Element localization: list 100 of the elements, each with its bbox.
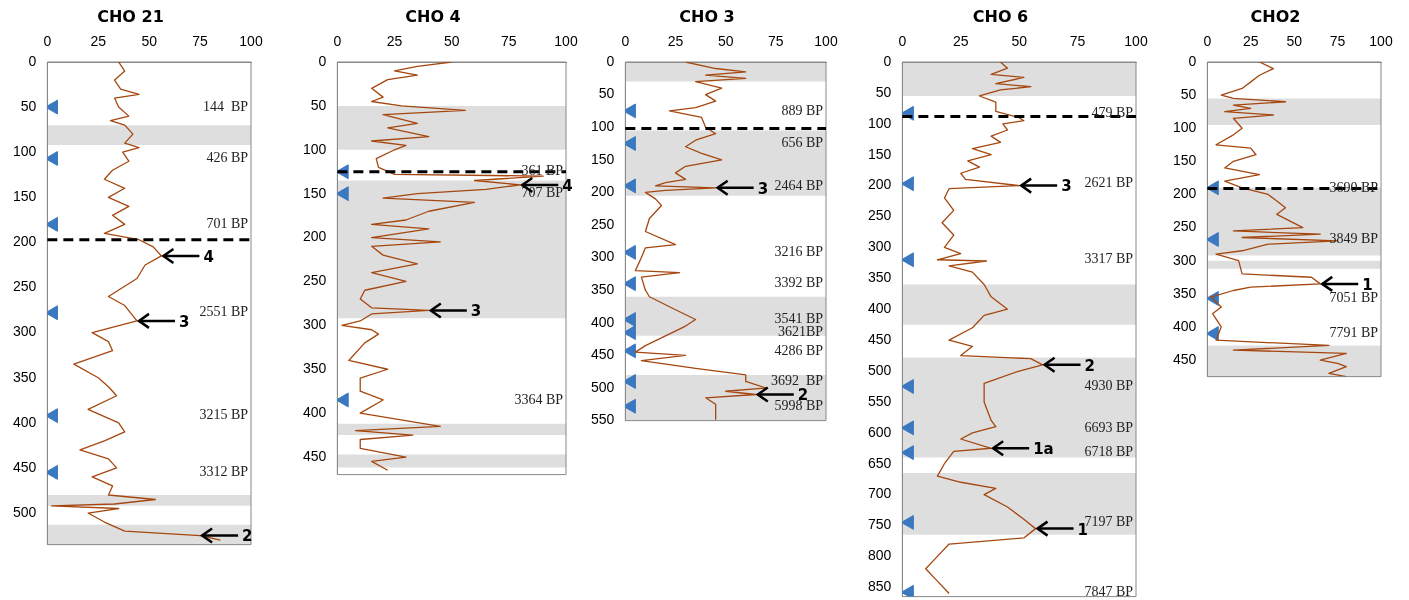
- annotation: 426 BP: [206, 150, 249, 166]
- y-tick-label: 550: [868, 392, 892, 409]
- x-tick-label: 50: [443, 33, 460, 50]
- annotation: 4930 BP: [1084, 378, 1134, 394]
- y-tick-label: 200: [868, 176, 892, 193]
- y-tick-label: 350: [591, 281, 615, 298]
- y-tick-label: 400: [591, 313, 615, 330]
- y-tick-label: 400: [868, 300, 892, 317]
- annotation: 3: [1061, 177, 1072, 196]
- x-tick-label: 50: [1286, 33, 1303, 50]
- chart-title: CHO 21: [97, 6, 164, 26]
- y-tick-label: 150: [591, 150, 615, 167]
- x-tick-label: 0: [621, 33, 630, 50]
- point: [902, 515, 914, 530]
- y-tick-label: 300: [868, 238, 892, 255]
- point: [902, 420, 914, 436]
- x-tick-label: 100: [554, 33, 578, 50]
- x-tick-label: 25: [952, 33, 969, 50]
- y-tick-label: 100: [1173, 119, 1197, 136]
- point: [902, 584, 914, 597]
- y-tick-label: 500: [591, 378, 615, 395]
- y-tick-label: 450: [303, 447, 327, 464]
- y-tick-label: 200: [1173, 185, 1197, 202]
- point: [902, 379, 914, 394]
- point: [1207, 232, 1219, 247]
- y-tick-label: 350: [13, 368, 37, 385]
- y-tick-label: 550: [591, 411, 615, 428]
- x-tick-label: 25: [667, 33, 684, 50]
- y-tick-label: 200: [591, 183, 615, 200]
- annotation: 3392 BP: [774, 275, 824, 291]
- x-tick-label: 75: [1329, 33, 1346, 50]
- x-tick-label: 25: [386, 33, 403, 50]
- y-tick-label: 150: [1173, 152, 1197, 169]
- annotation: 1a: [1033, 440, 1054, 459]
- y-tick-label: 50: [1180, 85, 1197, 102]
- x-tick-label: 75: [768, 33, 784, 50]
- y-tick-label: 350: [1173, 284, 1197, 301]
- x-tick-label: 50: [141, 33, 158, 50]
- annotation: 3692 BP: [770, 373, 824, 389]
- y-tick-label: 800: [868, 547, 892, 564]
- y-tick-label: 650: [868, 454, 892, 471]
- annotation: 6693 BP: [1084, 419, 1134, 435]
- annotation: 3: [470, 302, 482, 321]
- y-tick-label: 0: [1188, 52, 1197, 69]
- annotation: 2621 BP: [1084, 175, 1134, 191]
- y-tick-label: 150: [868, 145, 892, 162]
- y-tick-label: 300: [1173, 251, 1197, 268]
- y-tick-label: 100: [303, 140, 327, 157]
- point: [337, 186, 349, 202]
- point: [625, 136, 636, 151]
- annotation: 2: [242, 527, 253, 546]
- y-tick-label: 500: [868, 361, 892, 378]
- annotation: 7051 BP: [1329, 290, 1379, 306]
- y-tick-label: 850: [868, 578, 892, 595]
- annotation: 3690 BP: [1329, 179, 1379, 195]
- x-tick-label: 0: [333, 33, 342, 50]
- y-tick-label: 100: [591, 118, 615, 135]
- y-tick-label: 400: [1173, 317, 1197, 334]
- annotation: 2551 BP: [199, 304, 249, 320]
- y-tick-label: 100: [868, 114, 892, 131]
- y-tick-label: 50: [875, 83, 892, 100]
- y-tick-label: 0: [883, 52, 892, 69]
- x-tick-label: 0: [43, 33, 52, 50]
- annotation: 889 BP: [781, 102, 824, 118]
- annotation: 3216 BP: [774, 244, 824, 260]
- annotation: 7791 BP: [1329, 325, 1379, 341]
- x-tick-label: 100: [1124, 33, 1148, 50]
- annotation: 3312 BP: [199, 464, 249, 480]
- y-tick-label: 700: [868, 485, 892, 502]
- annotation: 4286 BP: [774, 342, 824, 358]
- x-tick-label: 25: [90, 33, 107, 50]
- y-tick-label: 150: [303, 184, 327, 201]
- annotation: 4: [203, 247, 214, 266]
- annotation: 3849 BP: [1329, 231, 1379, 247]
- annotation: 144 BP: [202, 98, 249, 114]
- x-tick-label: 75: [192, 33, 209, 50]
- y-tick-label: 0: [28, 52, 37, 69]
- point: [625, 374, 636, 389]
- y-tick-label: 300: [591, 248, 615, 265]
- y-tick-label: 350: [303, 360, 327, 377]
- chart-title: CHO 4: [405, 6, 461, 26]
- chart-title: CHO2: [1250, 6, 1301, 26]
- annotation: 2464 BP: [774, 177, 824, 193]
- point: [625, 312, 636, 327]
- point: [902, 252, 914, 268]
- y-tick-label: 300: [303, 316, 327, 333]
- y-tick-label: 400: [303, 404, 327, 421]
- annotation: 3364 BP: [514, 391, 564, 407]
- x-tick-label: 50: [1011, 33, 1028, 50]
- y-tick-label: 200: [303, 228, 327, 245]
- y-tick-label: 600: [868, 423, 892, 440]
- point: [47, 465, 58, 480]
- annotation: 656 BP: [781, 135, 824, 151]
- point: [902, 176, 914, 192]
- point: [1207, 326, 1219, 341]
- annotation: 3215 BP: [199, 407, 249, 423]
- annotation: 6718 BP: [1084, 444, 1134, 460]
- y-tick-label: 300: [13, 323, 37, 340]
- annotation: 3317 BP: [1084, 251, 1134, 267]
- x-tick-label: 75: [501, 33, 517, 50]
